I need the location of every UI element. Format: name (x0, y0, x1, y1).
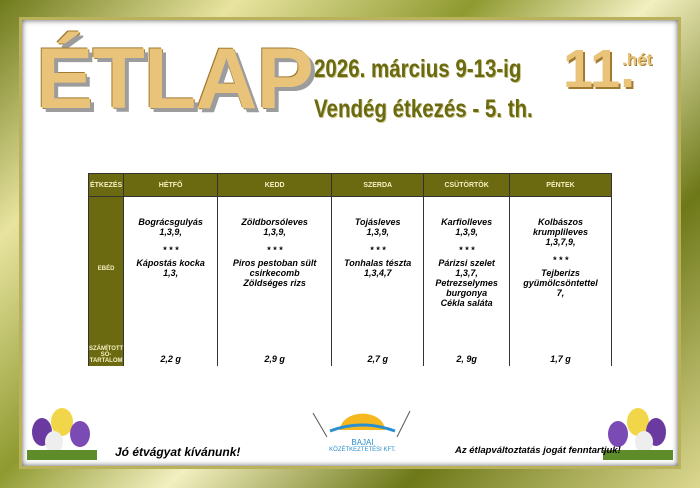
menu-line: Párizsi szelet (438, 258, 495, 268)
flowers-right (603, 408, 673, 460)
header-row: ÉTKEZÉS HÉTFŐ KEDD SZERDA CSÜTÖRTÖK PÉNTEK (87, 173, 612, 197)
menu-line: * * * (458, 245, 475, 255)
row-label-line: EBÉD (97, 265, 115, 272)
menu-line: Zöldséges rizs (243, 278, 306, 288)
menu-cell: 2,2 g (123, 340, 219, 366)
logo-company: KÖZÉTKEZTETÉSI KFT. (329, 447, 396, 453)
menu-row: EBÉD Bográcsgulyás 1,3,9, * * * Kápostás koc… (87, 196, 612, 340)
menu-line: 1,3,9, (455, 227, 478, 237)
menu-cell: Kolbászos krumplileves 1,3,7,9, * * * Tejber… (509, 196, 612, 340)
menu-cell: 2,9 g (217, 340, 333, 366)
menu-line: 1,3, (163, 268, 179, 278)
menu-line: Kolbászos (538, 217, 584, 227)
menu-line: Karfiolleves (441, 217, 493, 227)
menu-cell: Bográcsgulyás 1,3,9, * * * Kápostás kocka 1,… (123, 196, 219, 340)
menu-line: Petrezselymes (435, 278, 498, 288)
menu-line: gyümölcsöntettel (523, 278, 598, 288)
menu-table: ÉTKEZÉS HÉTFŐ KEDD SZERDA CSÜTÖRTÖK PÉNTEK EBÉ… (87, 173, 612, 366)
menu-cell: Tojásleves 1,3,9, * * * Tonhalas tészta 1,3,… (331, 196, 425, 340)
row-label-line: TARTALOM (89, 358, 123, 364)
meal-header: ÉTKEZÉS (87, 173, 125, 197)
menu-line: 1,3,7, (455, 268, 478, 278)
menu-line: 1,3,9, (159, 227, 182, 237)
logo-mark (312, 410, 411, 438)
day-header: CSÜTÖRTÖK (423, 173, 511, 197)
menu-line: 2, 9g (456, 354, 477, 364)
row-label-line: SÓ- (100, 352, 112, 358)
day-header: KEDD (217, 173, 333, 197)
title: ÉTLAP (36, 31, 314, 127)
footer-greeting: Jó étvágyat kívánunk! (115, 445, 241, 459)
menu-line: Tonhalas tészta (344, 258, 412, 268)
logo-name: BAJAI (351, 438, 374, 447)
menu-cell: Zöldborsóleves 1,3,9, * * * Piros pestoban … (217, 196, 333, 340)
menu-line: Piros pestoban sült (232, 258, 317, 268)
menu-line: 1,3,9, (366, 227, 389, 237)
menu-line: burgonya (446, 288, 488, 298)
menu-line: * * * (266, 245, 283, 255)
week-suffix: .hét (622, 50, 653, 69)
date: 2026. március 9-13-ig (314, 55, 522, 83)
flowers-left (27, 408, 97, 460)
menu-line: * * * (552, 255, 569, 265)
menu-row: SZÁMÍTOTT SÓ- TARTALOM 2,2 g 2,9 g 2,7 g 2, 9g… (87, 340, 612, 366)
menu-cell: 1,7 g (509, 340, 612, 366)
week-number: 11. (563, 39, 636, 99)
menu-cell: Karfiolleves 1,3,9, * * * Párizsi szelet 1,3… (423, 196, 511, 340)
menu-line: 1,3,9, (263, 227, 286, 237)
row-label: EBÉD (87, 196, 125, 340)
menu-line: Bográcsgulyás (138, 217, 203, 227)
menu-line: 1,3,7,9, (545, 237, 576, 247)
menu-line: Kápostás kocka (136, 258, 205, 268)
menu-line: 1,3,4,7 (363, 268, 392, 278)
day-header: SZERDA (331, 173, 425, 197)
footer-notice: Az étlapváltoztatás jogát fenntartjuk! (455, 445, 621, 456)
menu-line: Cékla saláta (440, 298, 493, 308)
menu-line: csirkecomb (249, 268, 300, 278)
menu-cell: 2,7 g (331, 340, 425, 366)
row-label: SZÁMÍTOTT SÓ- TARTALOM (87, 340, 125, 366)
menu-line: Zöldborsóleves (241, 217, 308, 227)
menu-line: 2,7 g (367, 354, 388, 364)
menu-line: * * * (162, 245, 179, 255)
menu-cell: 2, 9g (423, 340, 511, 366)
menu-line: * * * (369, 245, 386, 255)
menu-line: 1,7 g (550, 354, 571, 364)
menu-line: 7, (556, 288, 565, 298)
menu-line: 2,2 g (160, 354, 181, 364)
menu-line: krumplileves (532, 227, 589, 237)
subtitle: Vendég étkezés - 5. th. (314, 95, 533, 123)
menu-line: 2,9 g (264, 354, 285, 364)
row-label-line: SZÁMÍTOTT (89, 346, 124, 352)
menu-line: Tojásleves (354, 217, 401, 227)
menu-line: Tejberizs (541, 268, 580, 278)
day-header: PÉNTEK (509, 173, 612, 197)
day-header: HÉTFŐ (123, 173, 219, 197)
